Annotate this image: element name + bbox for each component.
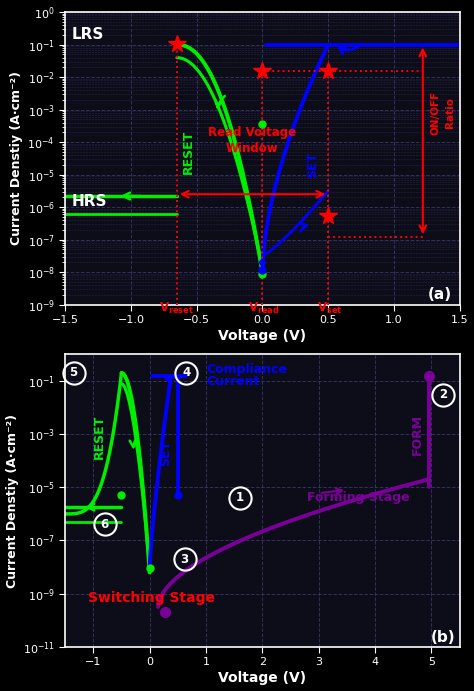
Text: 1: 1 <box>236 491 244 504</box>
Text: Read Voltage: Read Voltage <box>208 126 296 140</box>
Text: RESET: RESET <box>92 415 105 459</box>
X-axis label: Voltage (V): Voltage (V) <box>219 329 306 343</box>
Text: SET: SET <box>306 152 319 178</box>
Text: 3: 3 <box>181 553 189 565</box>
Y-axis label: Current Denstiy (A·cm⁻²): Current Denstiy (A·cm⁻²) <box>10 71 23 245</box>
Text: 6: 6 <box>100 518 109 531</box>
Text: FORM: FORM <box>411 414 424 455</box>
Text: Switching Stage: Switching Stage <box>88 591 215 605</box>
X-axis label: Voltage (V): Voltage (V) <box>219 672 306 685</box>
Text: Ratio: Ratio <box>446 97 456 129</box>
Text: $\mathbf{V_{set}}$: $\mathbf{V_{set}}$ <box>317 301 342 316</box>
Y-axis label: Current Denstiy (A·cm⁻²): Current Denstiy (A·cm⁻²) <box>6 414 18 587</box>
Text: Forming Stage: Forming Stage <box>308 491 410 504</box>
Text: 5: 5 <box>70 366 78 379</box>
Text: (b): (b) <box>430 630 455 645</box>
Text: Compliance: Compliance <box>206 363 287 376</box>
Text: HRS: HRS <box>72 194 107 209</box>
Text: RESET: RESET <box>182 130 195 174</box>
Text: ON/OFF: ON/OFF <box>431 91 441 135</box>
Text: $\mathbf{V_{reset}}$: $\mathbf{V_{reset}}$ <box>159 301 194 316</box>
Text: $\mathbf{V_{read}}$: $\mathbf{V_{read}}$ <box>248 301 280 316</box>
Text: LRS: LRS <box>72 28 104 42</box>
Text: (a): (a) <box>428 287 452 302</box>
Text: 2: 2 <box>438 388 447 401</box>
Text: Window: Window <box>226 142 278 155</box>
Text: 4: 4 <box>182 366 191 379</box>
Text: Current: Current <box>206 375 259 388</box>
Text: SET: SET <box>159 439 172 466</box>
